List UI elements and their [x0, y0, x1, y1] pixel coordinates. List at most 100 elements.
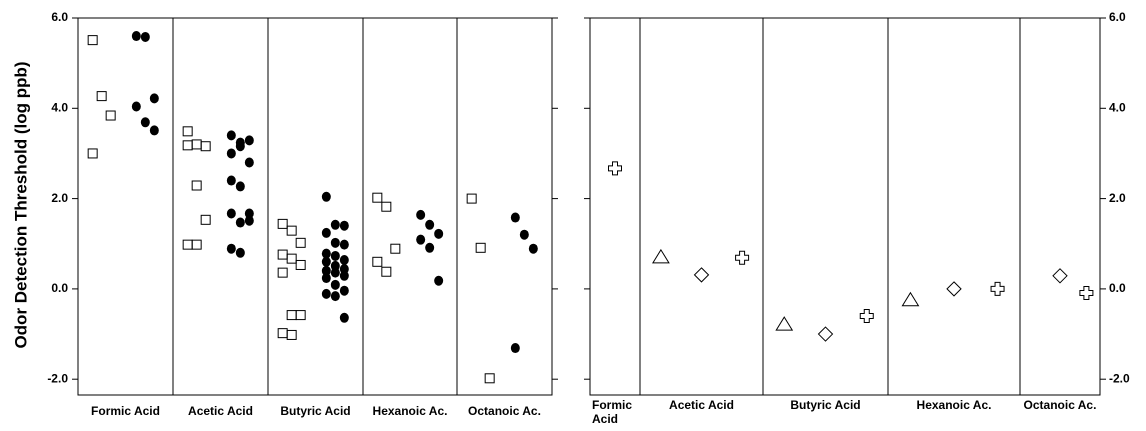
circle-marker	[339, 270, 349, 281]
circle-marker	[434, 228, 444, 239]
cross-marker	[735, 250, 750, 265]
circle-marker	[321, 273, 331, 284]
circle-marker	[321, 265, 331, 276]
x-tick-label: Acetic Acid	[669, 398, 734, 412]
plot-frame	[77, 17, 553, 396]
circle-marker	[149, 93, 159, 104]
x-tick-label: Acetic Acid	[188, 404, 253, 418]
square-marker	[191, 139, 202, 150]
circle-marker	[244, 135, 254, 146]
square-marker	[381, 266, 392, 277]
circle-marker	[510, 212, 520, 223]
plot-frame	[589, 17, 1101, 396]
triangle-marker	[775, 316, 794, 331]
cross-marker	[1079, 285, 1094, 300]
square-marker	[390, 243, 401, 254]
square-marker	[286, 225, 297, 236]
circle-marker	[416, 209, 426, 220]
y-tick-label: 0.0	[1109, 281, 1126, 295]
y-tick-label: 4.0	[1109, 100, 1126, 114]
circle-marker	[226, 130, 236, 141]
diamond-marker	[946, 281, 962, 297]
cross-marker	[608, 161, 622, 176]
square-marker	[277, 328, 288, 339]
circle-marker	[519, 229, 529, 240]
circle-marker	[235, 141, 245, 152]
x-tick-label: Octanoic Ac.	[468, 404, 541, 418]
diamond-marker	[817, 326, 834, 342]
y-axis-label: Odor Detection Threshold (log ppb)	[11, 61, 30, 348]
y-tick-label: 2.0	[1109, 191, 1126, 205]
circle-marker	[339, 220, 349, 231]
circle-marker	[321, 227, 331, 238]
y-tick-label: 6.0	[1109, 10, 1126, 24]
diamond-marker	[1052, 268, 1068, 284]
circle-marker	[339, 239, 349, 250]
circle-marker	[425, 242, 435, 253]
circle-marker	[321, 248, 331, 259]
circle-marker	[321, 256, 331, 267]
square-marker	[277, 249, 288, 260]
cross-marker	[859, 308, 874, 323]
x-tick-label: Hexanoic Ac.	[916, 398, 992, 412]
circle-marker	[226, 208, 236, 219]
x-tick-label: Formic Acid	[592, 398, 633, 426]
circle-marker	[140, 117, 150, 128]
square-marker	[200, 141, 211, 152]
square-marker	[295, 237, 306, 248]
circle-marker	[226, 175, 236, 186]
square-marker	[295, 259, 306, 270]
circle-marker	[434, 275, 444, 286]
circle-marker	[330, 291, 340, 302]
square-marker	[286, 310, 297, 321]
circle-marker	[244, 215, 254, 226]
circle-marker	[330, 267, 340, 278]
circle-marker	[226, 243, 236, 254]
triangle-marker	[901, 291, 920, 307]
circle-marker	[330, 250, 340, 261]
y-tick-label: 0.0	[51, 281, 68, 295]
circle-marker	[235, 247, 245, 258]
triangle-marker	[652, 248, 670, 264]
circle-marker	[330, 237, 340, 248]
square-marker	[87, 148, 98, 159]
square-marker	[182, 239, 193, 250]
y-tick-label: -2.0	[47, 371, 68, 385]
x-tick-label: Hexanoic Ac.	[372, 404, 448, 418]
y-tick-label: 4.0	[51, 100, 68, 114]
y-tick-label: 6.0	[51, 10, 68, 24]
circle-marker	[416, 234, 426, 245]
circle-marker	[244, 157, 254, 168]
circle-marker	[330, 279, 340, 290]
square-marker	[466, 193, 477, 204]
square-marker	[484, 373, 495, 384]
y-tick-label: 2.0	[51, 191, 68, 205]
circle-marker	[339, 285, 349, 296]
x-tick-label: Butyric Acid	[280, 404, 351, 418]
square-marker	[286, 329, 297, 340]
square-marker	[191, 180, 202, 191]
circle-marker	[149, 125, 159, 136]
circle-marker	[330, 219, 340, 230]
square-marker	[277, 218, 288, 229]
x-tick-label: Butyric Acid	[790, 398, 861, 412]
square-marker	[295, 310, 306, 321]
square-marker	[286, 253, 297, 264]
circle-marker	[425, 219, 435, 230]
circle-marker	[235, 181, 245, 192]
circle-marker	[131, 31, 141, 42]
square-marker	[475, 242, 486, 253]
circle-marker	[321, 191, 331, 202]
circle-marker	[321, 288, 331, 299]
circle-marker	[528, 243, 538, 254]
square-marker	[200, 214, 211, 225]
square-marker	[381, 201, 392, 212]
x-tick-label: Octanoic Ac.	[1023, 398, 1097, 412]
square-marker	[105, 110, 116, 121]
square-marker	[191, 239, 202, 250]
cross-marker	[990, 281, 1005, 296]
x-tick-label: Formic Acid	[91, 404, 160, 418]
y-tick-label: -2.0	[1109, 371, 1130, 385]
circle-marker	[140, 31, 150, 42]
